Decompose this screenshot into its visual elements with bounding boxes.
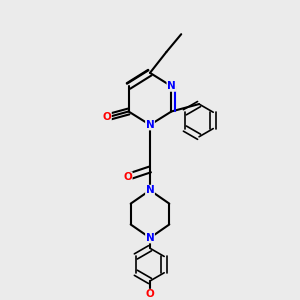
Text: N: N — [146, 185, 154, 195]
Text: O: O — [103, 112, 111, 122]
Text: N: N — [167, 81, 176, 91]
Text: N: N — [146, 233, 154, 243]
Text: N: N — [146, 120, 154, 130]
Text: O: O — [123, 172, 132, 182]
Text: O: O — [146, 289, 154, 299]
